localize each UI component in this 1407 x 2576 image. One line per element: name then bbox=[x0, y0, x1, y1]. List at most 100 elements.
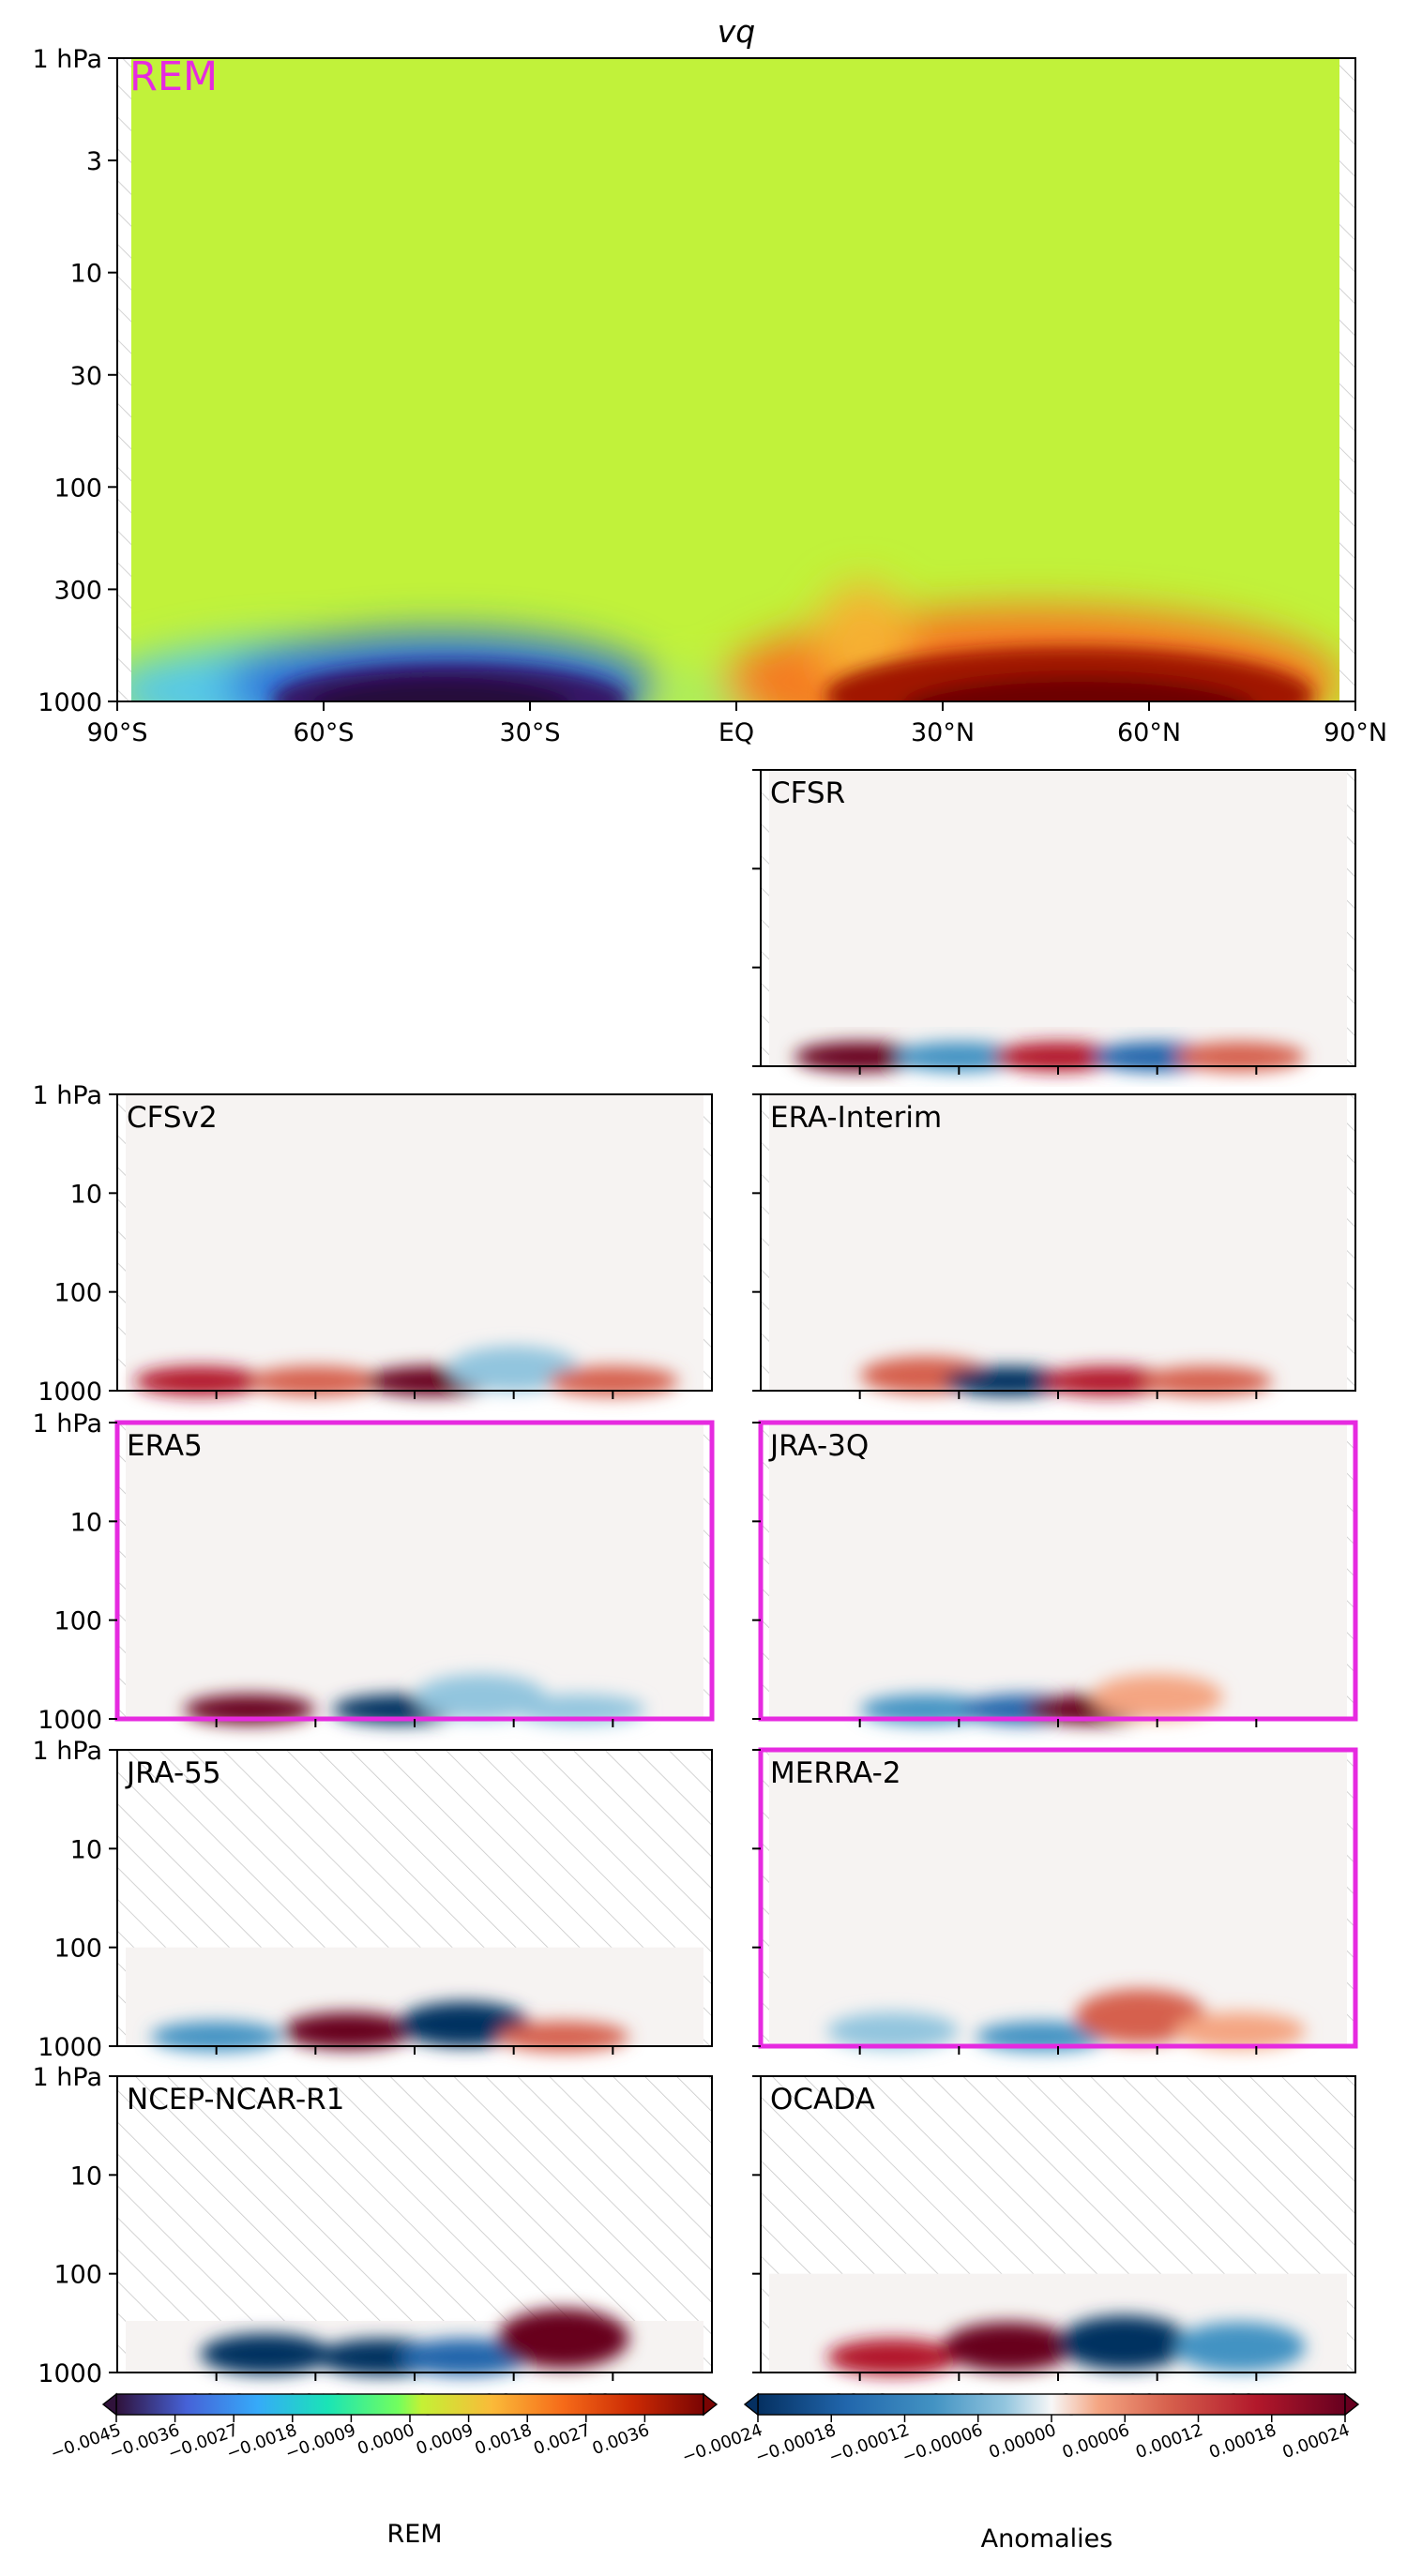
rem-y-tick-label: 300 bbox=[53, 576, 102, 605]
panel-cfsv2: CFSv2 1 hPa 10 100 1000 bbox=[33, 1081, 713, 1407]
panel-ncep_ncar_r1: NCEP-NCAR-R11 hPa10100100060°S30°SEQ30°N… bbox=[33, 2063, 713, 2418]
rem-y-tick-label: 100 bbox=[53, 474, 102, 503]
y-tick-label: 10 bbox=[70, 1180, 102, 1209]
colorbar-anomalies-label: Anomalies bbox=[981, 2524, 1113, 2553]
colorbar-tick-label: 0.00000 bbox=[987, 2420, 1059, 2463]
anomaly-blob bbox=[134, 1366, 266, 1396]
colorbar-tick-label: 0.00018 bbox=[1206, 2420, 1278, 2463]
colorbar-tick-label: −0.00024 bbox=[679, 2420, 764, 2467]
panel-cfsr: CFSR bbox=[752, 769, 1356, 1075]
y-tick-label: 100 bbox=[53, 1279, 102, 1308]
rem-x-tick-label: 90°N bbox=[1324, 718, 1387, 747]
anomaly-blob bbox=[1041, 1366, 1173, 1396]
panel-era_interim: ERA-Interim bbox=[752, 1093, 1356, 1399]
anomaly-blob bbox=[398, 2338, 530, 2376]
y-tick-label: 10 bbox=[70, 1835, 102, 1864]
rem-x-tick-label: 30°S bbox=[500, 718, 561, 747]
y-tick-label: 10 bbox=[70, 2162, 102, 2191]
y-tick-label: 1000 bbox=[38, 2033, 102, 2062]
panel-label: ERA-Interim bbox=[770, 1101, 942, 1135]
y-tick-label: 1000 bbox=[38, 2359, 102, 2388]
rem-x-tick-label: 60°N bbox=[1117, 718, 1181, 747]
colorbar-rem-label: REM bbox=[386, 2520, 442, 2549]
panel-label: JRA-55 bbox=[125, 1756, 221, 1790]
anomaly-blob bbox=[250, 1366, 382, 1396]
colorbar-tick-label: 0.0009 bbox=[414, 2420, 476, 2459]
colorbar-tick-label: 0.0027 bbox=[531, 2420, 593, 2459]
panel-merra2: MERRA-2 bbox=[752, 1747, 1358, 2055]
anomaly-blob bbox=[497, 2308, 629, 2369]
anomaly-blob bbox=[794, 1042, 926, 1072]
panel-label: CFSv2 bbox=[127, 1101, 218, 1135]
y-tick-label: 1000 bbox=[38, 1378, 102, 1407]
anomaly-blob bbox=[826, 2011, 959, 2050]
colorbar-tick-label: −0.00012 bbox=[826, 2420, 912, 2467]
anomaly-blob bbox=[547, 1366, 679, 1396]
panel-label: NCEP-NCAR-R1 bbox=[127, 2083, 344, 2117]
rem-y-tick-label: 30 bbox=[70, 362, 102, 391]
colorbar-tick-label: −0.00006 bbox=[900, 2420, 985, 2467]
y-tick-label: 1 hPa bbox=[33, 2063, 103, 2092]
rem-y-tick-label: 10 bbox=[70, 260, 102, 289]
panel-field bbox=[126, 1094, 704, 1391]
rem-panel-label: REM bbox=[129, 53, 218, 100]
y-tick-label: 10 bbox=[70, 1508, 102, 1537]
anomaly-blob bbox=[447, 1346, 580, 1392]
panel-label: MERRA-2 bbox=[770, 1756, 901, 1790]
anomaly-blob bbox=[200, 2333, 332, 2375]
rem-x-tick-label: 30°N bbox=[911, 718, 975, 747]
anomaly-blob bbox=[893, 1042, 1025, 1072]
anomaly-blob bbox=[282, 2011, 415, 2050]
anomaly-blob bbox=[1075, 1989, 1207, 2044]
colorbar-tick-label: 0.00012 bbox=[1133, 2420, 1205, 2463]
rem-x-tick-label: EQ bbox=[719, 718, 754, 747]
panel-label: OCADA bbox=[770, 2083, 875, 2117]
y-tick-label: 1000 bbox=[38, 1706, 102, 1735]
panel-era5: ERA5 1 hPa 10 100 1000 bbox=[33, 1409, 715, 1735]
rem-x-tick-label: 60°S bbox=[294, 718, 355, 747]
panel-label: ERA5 bbox=[127, 1429, 203, 1463]
anomaly-blob bbox=[150, 2021, 282, 2052]
anomaly-blob bbox=[943, 2322, 1075, 2373]
anomaly-blob bbox=[826, 2338, 959, 2376]
y-tick-label: 1 hPa bbox=[33, 1409, 103, 1439]
anomaly-blob bbox=[1173, 2011, 1306, 2050]
panel-field bbox=[769, 1423, 1347, 1719]
colorbar-tick-label: 0.0018 bbox=[473, 2420, 535, 2459]
colorbar-tick-label: 0.0000 bbox=[355, 2420, 416, 2459]
y-tick-label: 100 bbox=[53, 1607, 102, 1636]
y-tick-label: 100 bbox=[53, 1935, 102, 1964]
rem-y-tick-label: 3 bbox=[86, 147, 102, 176]
colorbar-tick-label: −0.00018 bbox=[753, 2420, 839, 2467]
anomaly-blob bbox=[497, 2021, 629, 2052]
anomaly-blob bbox=[398, 2001, 530, 2047]
anomaly-blob bbox=[1173, 1042, 1306, 1072]
panel-field bbox=[769, 770, 1347, 1066]
y-tick-label: 1 hPa bbox=[33, 1081, 103, 1110]
panel-field bbox=[769, 1750, 1347, 2046]
colorbar-tick-label: 0.00006 bbox=[1060, 2420, 1132, 2463]
colorbar-tick-label: 0.00024 bbox=[1280, 2420, 1353, 2463]
y-tick-label: 100 bbox=[53, 2261, 102, 2290]
anomaly-blob bbox=[943, 1366, 1075, 1396]
anomaly-blob bbox=[1141, 1366, 1273, 1396]
y-tick-label: 1 hPa bbox=[33, 1737, 103, 1766]
panel-field bbox=[769, 1094, 1347, 1391]
panel-jra3q: JRA-3Q bbox=[752, 1420, 1358, 1727]
anomaly-blob bbox=[1173, 2322, 1306, 2373]
rem-x-tick-label: 90°S bbox=[87, 718, 148, 747]
anomaly-blob bbox=[1091, 1674, 1223, 1720]
rem-y-tick-label: 1000 bbox=[38, 688, 102, 717]
panel-label: JRA-3Q bbox=[768, 1429, 869, 1463]
panel-field bbox=[126, 1423, 704, 1719]
rem-title: vq bbox=[718, 13, 755, 50]
rem-panel bbox=[116, 57, 1356, 702]
anomaly-blob bbox=[415, 1674, 547, 1720]
anomaly-blob bbox=[1058, 2315, 1190, 2371]
panel-jra55: JRA-55 1 hPa 10 100 1000 bbox=[33, 1737, 713, 2062]
panel-label: CFSR bbox=[770, 776, 845, 810]
colorbar-tick-label: 0.0036 bbox=[590, 2420, 652, 2459]
rem-y-tick-label: 1 hPa bbox=[33, 45, 103, 74]
